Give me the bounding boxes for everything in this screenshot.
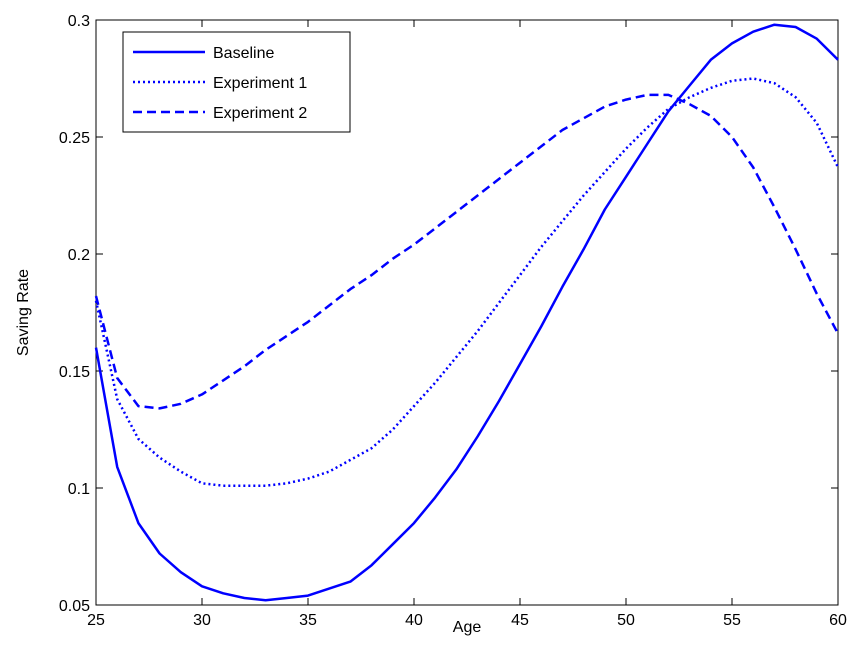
x-tick-label: 45	[511, 612, 529, 629]
y-tick-label: 0.1	[68, 481, 90, 498]
x-tick-label: 30	[193, 612, 211, 629]
legend: Baseline Experiment 1 Experiment 2	[122, 31, 351, 133]
x-tick-label: 55	[723, 612, 741, 629]
plot-area: 25 30 35 40 45 50 55 60 0.05 0.1 0.15 0.2 0.25 0.3	[59, 13, 847, 629]
y-axis-label: Saving Rate	[15, 269, 32, 356]
y-tick-label: 0.2	[68, 247, 90, 264]
series-line-experiment-2	[94, 93, 840, 410]
legend-label: Experiment 2	[213, 105, 307, 122]
series-line-baseline	[94, 23, 839, 602]
legend-label: Baseline	[213, 45, 274, 62]
x-tick-label: 25	[87, 612, 105, 629]
axes-box	[95, 19, 839, 606]
y-tick-label: 0.05	[59, 598, 90, 615]
y-tick-label: 0.3	[68, 13, 90, 30]
y-tick-label: 0.15	[59, 364, 90, 381]
series-line-experiment-1	[94, 77, 840, 487]
x-tick-label: 60	[829, 612, 847, 629]
legend-box	[122, 31, 351, 133]
legend-label: Experiment 1	[213, 75, 307, 92]
x-tick-label: 40	[405, 612, 423, 629]
x-tick-label: 35	[299, 612, 317, 629]
x-axis-label: Age	[453, 619, 482, 636]
x-tick-label: 50	[617, 612, 635, 629]
y-tick-label: 0.25	[59, 130, 90, 147]
